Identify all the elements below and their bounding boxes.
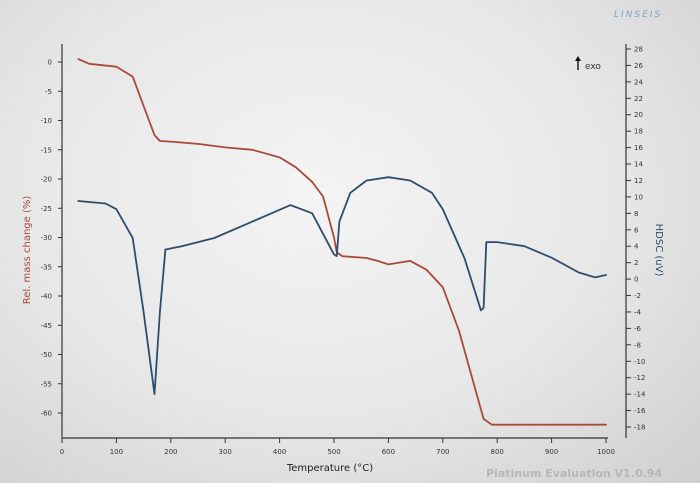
right-tick-label: -16 [634, 407, 646, 415]
series-layer [77, 58, 607, 426]
right-tick-label: 16 [634, 144, 643, 152]
left-axis-title: Rel. mass change (%) [22, 196, 33, 305]
x-tick-label: 800 [491, 448, 504, 456]
watermark-text: Platinum Evaluation V1.0.94 [486, 467, 663, 480]
axis-ticks: 0 100 200 300 400 500 600 700 800 900 10000-5-10-1… [41, 46, 646, 457]
right-tick-label: -10 [634, 358, 645, 366]
series-line-mass-change [77, 58, 607, 426]
left-tick-label: 0 [48, 59, 52, 67]
right-tick-label: -2 [634, 292, 641, 300]
right-tick-label: 24 [634, 78, 643, 86]
x-tick-label: 900 [545, 448, 558, 456]
x-tick-label: 100 [110, 448, 123, 456]
left-tick-label: -60 [41, 410, 52, 418]
left-tick-label: -25 [41, 205, 52, 213]
x-tick-label: 0 [60, 448, 64, 456]
right-axis-title: HDSC (uV) [653, 224, 664, 277]
right-tick-label: 4 [634, 243, 639, 251]
right-tick-label: 22 [634, 95, 643, 103]
right-tick-label: -18 [634, 424, 645, 432]
right-tick-label: -4 [634, 308, 642, 316]
left-tick-label: -30 [41, 234, 52, 242]
x-tick-label: 300 [219, 448, 232, 456]
left-tick-label: -20 [41, 176, 52, 184]
plot-frame [61, 44, 627, 439]
x-axis-title: Temperature (°C) [286, 463, 373, 474]
left-tick-label: -55 [41, 380, 52, 388]
right-tick-label: 8 [634, 210, 638, 218]
right-tick-label: 6 [634, 226, 639, 234]
exo-label: exo [585, 62, 601, 72]
left-tick-label: -50 [41, 351, 52, 359]
left-tick-label: -15 [41, 146, 52, 154]
series-line-hdsc [77, 176, 607, 396]
exo-indicator: exo [575, 56, 601, 72]
right-tick-label: 28 [634, 46, 643, 54]
brand-logo: LINSEIS [614, 10, 663, 20]
x-tick-label: 200 [164, 448, 177, 456]
x-tick-label: 600 [382, 448, 395, 456]
left-tick-label: -10 [41, 117, 52, 125]
left-tick-label: -35 [41, 263, 52, 271]
right-tick-label: 2 [634, 259, 638, 267]
x-tick-label: 400 [273, 448, 286, 456]
right-tick-label: 26 [634, 62, 643, 70]
right-tick-label: 20 [634, 111, 643, 119]
right-tick-label: 12 [634, 177, 643, 185]
left-tick-label: -5 [45, 88, 52, 96]
right-tick-label: 18 [634, 128, 643, 136]
x-tick-label: 500 [327, 448, 340, 456]
right-tick-label: -8 [634, 341, 641, 349]
x-tick-label: 1000 [597, 448, 615, 456]
right-tick-label: 10 [634, 193, 643, 201]
exo-arrowhead-icon [575, 56, 581, 61]
right-tick-label: -12 [634, 374, 645, 382]
right-tick-label: -6 [634, 325, 642, 333]
left-tick-label: -45 [41, 322, 52, 330]
x-tick-label: 700 [436, 448, 449, 456]
left-tick-label: -40 [41, 293, 52, 301]
right-tick-label: 0 [634, 276, 638, 284]
right-tick-label: -14 [634, 391, 646, 399]
right-tick-label: 14 [634, 161, 643, 169]
